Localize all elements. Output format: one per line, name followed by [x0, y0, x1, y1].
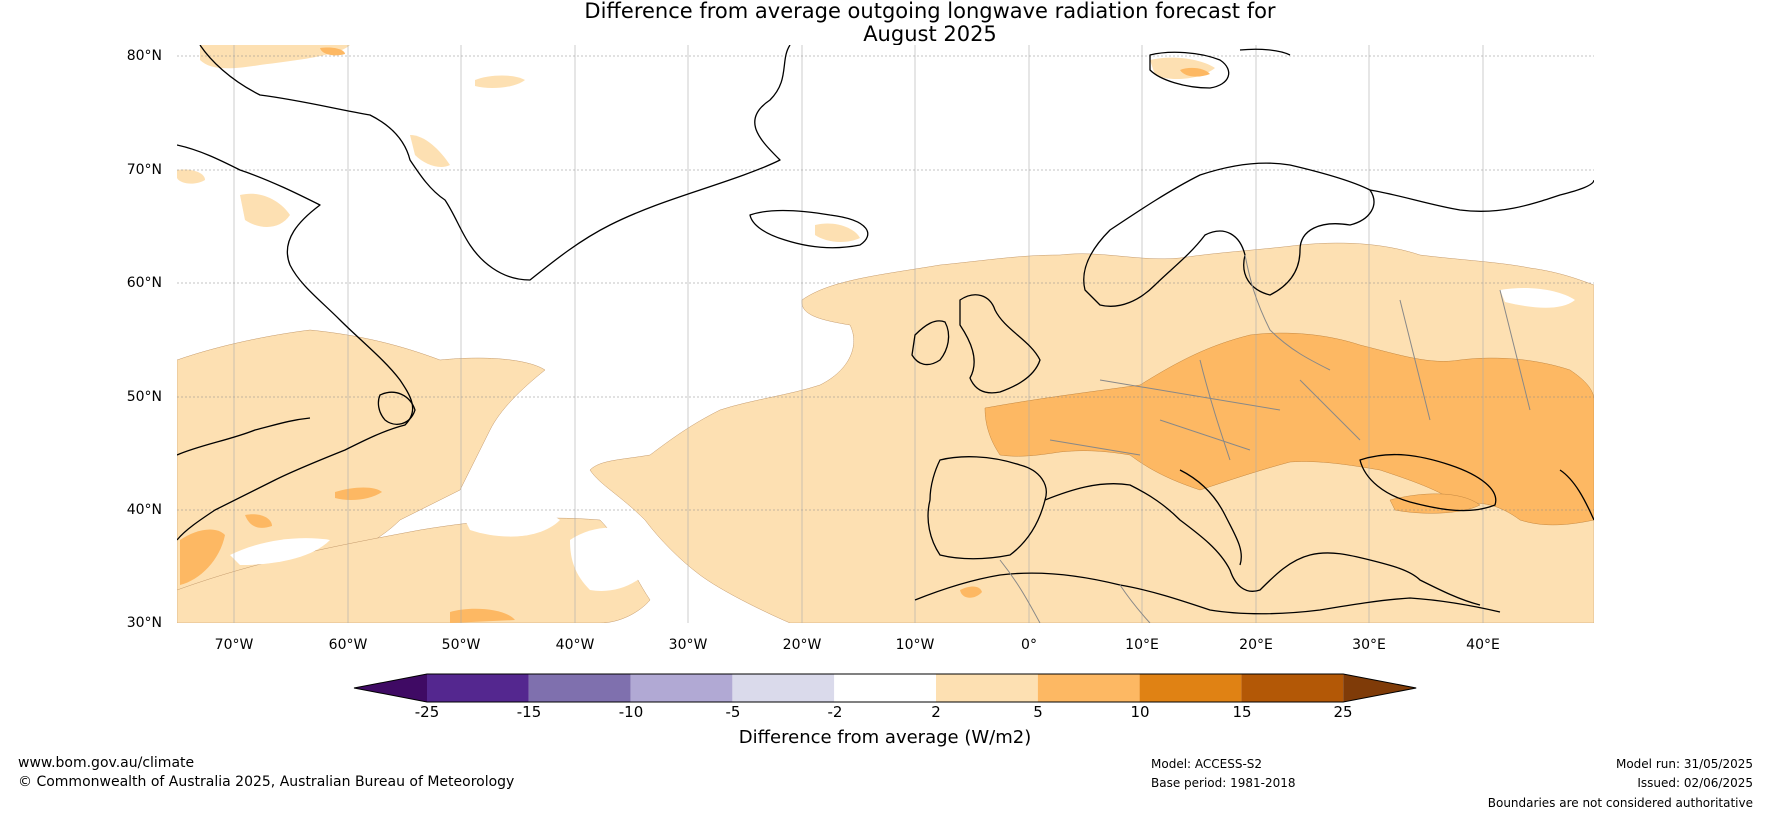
colorbar-segment [1139, 674, 1242, 702]
colorbar-tick: 15 [1232, 703, 1252, 721]
lat-label: 60°N [126, 275, 162, 291]
lon-label: 40°W [555, 637, 595, 653]
colorbar-segment [528, 674, 631, 702]
lon-label: 70°W [214, 637, 254, 653]
country-borders [999, 254, 1531, 623]
lon-label: 0° [1021, 637, 1037, 653]
graticule [177, 55, 1594, 511]
issued-text: Issued: 02/06/2025 [1637, 776, 1753, 790]
model-run-text: Model run: 31/05/2025 [1615, 757, 1753, 771]
lat-label: 80°N [126, 48, 162, 64]
lat-label: 40°N [126, 502, 162, 518]
model-text: Model: ACCESS-S2 [1151, 757, 1263, 771]
lon-label: 10°W [895, 637, 935, 653]
colorbar-tick: -10 [618, 703, 644, 721]
lon-label: 50°W [441, 637, 481, 653]
colorbar-tick: -2 [827, 703, 843, 721]
colorbar-tick: 5 [1033, 703, 1043, 721]
colorbar-segment [936, 674, 1038, 702]
lon-label: 10°E [1125, 637, 1159, 653]
lat-label: 50°N [126, 389, 162, 405]
copyright-text: © Commonwealth of Australia 2025, Austra… [18, 774, 515, 790]
lat-label: 30°N [126, 615, 162, 631]
website-link[interactable]: www.bom.gov.au/climate [18, 755, 195, 771]
colorbar-segment [732, 674, 835, 702]
colorbar-segment [427, 674, 529, 702]
colorbar-tick: 2 [931, 703, 941, 721]
coastlines [177, 45, 1594, 615]
title-line-1: Difference from average outgoing longwav… [584, 0, 1276, 23]
colorbar-segment [1241, 674, 1344, 702]
anomaly-region-central-europe [984, 332, 1594, 526]
disclaimer-text: Boundaries are not considered authoritat… [1487, 796, 1753, 810]
title-line-2: August 2025 [863, 22, 997, 46]
colorbar-tick: 10 [1130, 703, 1150, 721]
lon-label: 60°W [328, 637, 368, 653]
lon-label: 20°W [782, 637, 822, 653]
lon-label: 30°E [1352, 637, 1386, 653]
colorbar-tick: 25 [1333, 703, 1353, 721]
colorbar-label: Difference from average (W/m2) [738, 727, 1032, 748]
lat-label: 70°N [126, 162, 162, 178]
colorbar-segment [834, 674, 936, 702]
colorbar-segment [1037, 674, 1140, 702]
colorbar-tick: -5 [725, 703, 741, 721]
lon-label: 20°E [1239, 637, 1273, 653]
colorbar-outline [353, 673, 1417, 703]
colorbar-extend-low [354, 674, 427, 702]
colorbar-tick: -15 [516, 703, 542, 721]
colorbar-tick: -25 [414, 703, 440, 721]
colorbar-extend-high [1343, 674, 1417, 702]
lon-label: 30°W [668, 637, 708, 653]
colorbar-segment [630, 674, 733, 702]
base-period-text: Base period: 1981-2018 [1151, 776, 1296, 790]
map-title: Difference from average outgoing longwav… [0, 0, 1770, 46]
lon-label: 40°E [1466, 637, 1500, 653]
